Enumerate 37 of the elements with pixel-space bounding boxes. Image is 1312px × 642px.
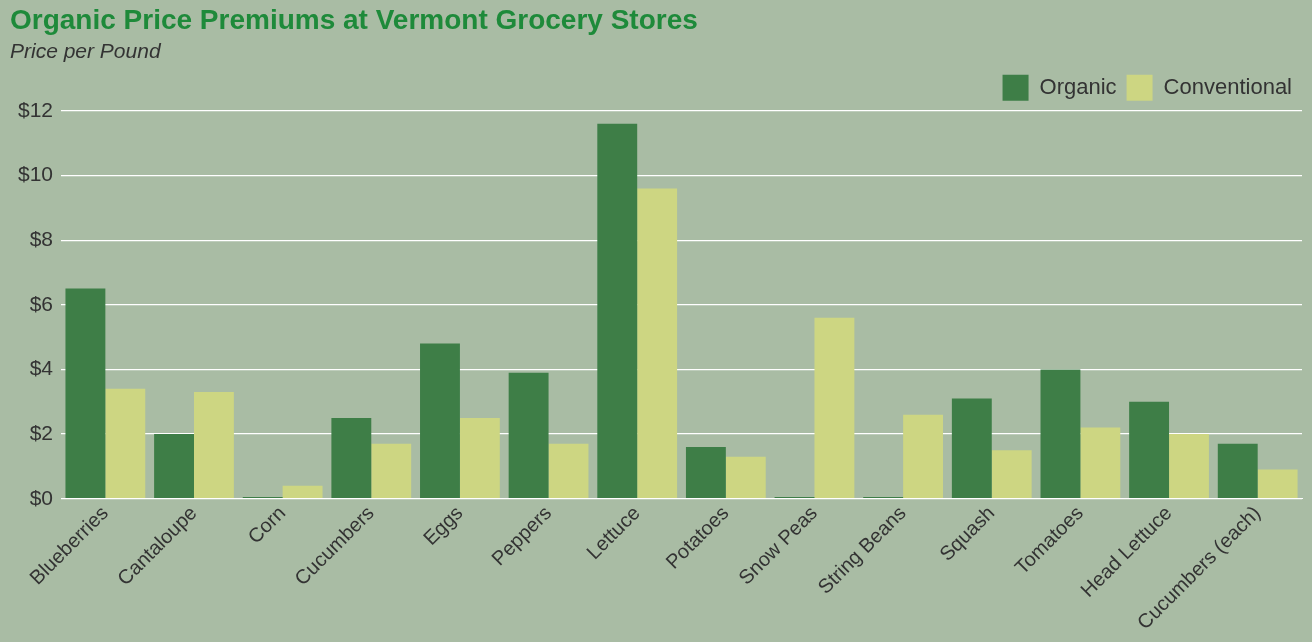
bar [685, 446, 726, 499]
bar [420, 343, 460, 499]
bar [814, 317, 855, 499]
bar [1129, 401, 1170, 499]
y-tick-label: $10 [17, 162, 54, 186]
bar [331, 417, 372, 499]
y-tick-label: $0 [29, 485, 54, 509]
bar [508, 372, 549, 499]
bar [1257, 469, 1298, 499]
bar [1217, 443, 1258, 499]
x-tick-label: Corn [243, 501, 290, 548]
bar [371, 443, 412, 499]
bar [1080, 427, 1121, 499]
y-tick-label: $6 [29, 291, 54, 315]
bar [903, 414, 944, 499]
bar [105, 388, 146, 499]
legend-label: Organic [1039, 73, 1117, 99]
bar [991, 450, 1032, 499]
bar [725, 456, 766, 499]
bar [1040, 369, 1081, 499]
legend-label: Conventional [1163, 73, 1293, 99]
bar [459, 417, 500, 499]
bar [548, 443, 589, 499]
bar [154, 434, 194, 499]
bar [637, 188, 678, 499]
bar [597, 123, 638, 499]
bar [951, 398, 992, 499]
y-tick-label: $4 [29, 356, 54, 380]
bar [282, 485, 323, 499]
chart-title: Organic Price Premiums at Vermont Grocery Stores [10, 3, 698, 35]
bar [1169, 434, 1209, 499]
bar [194, 392, 234, 499]
y-tick-label: $12 [17, 97, 54, 121]
y-tick-label: $8 [29, 226, 54, 250]
bar [65, 288, 106, 499]
y-tick-label: $2 [29, 420, 54, 444]
chart-subtitle: Price per Pound [10, 39, 162, 63]
